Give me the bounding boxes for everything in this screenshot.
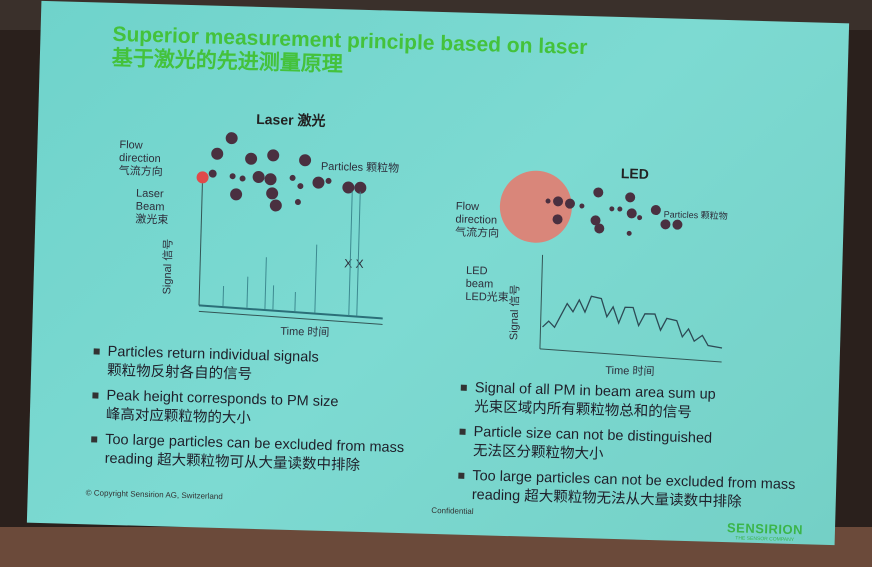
led-signal-curve xyxy=(542,295,723,349)
led-particles-label: Particles 颗粒物 xyxy=(663,209,728,222)
diagram-graphics xyxy=(196,132,723,363)
laser-signal-baseline xyxy=(198,304,383,320)
led-signal-label: Signal 信号 xyxy=(508,284,522,341)
sensirion-logo: SENSIRION THE SENSOR COMPANY xyxy=(726,520,804,544)
presentation-slide: Superior measurement principle based on … xyxy=(26,0,850,546)
left-bullet-2: Peak height corresponds to PM size 峰高对应颗粒… xyxy=(92,386,453,434)
led-time-label: Time 时间 xyxy=(605,364,655,379)
right-bullet-list: Signal of all PM in beam area sum up 光束区域… xyxy=(458,379,831,515)
laser-particles xyxy=(196,132,367,212)
right-bullet-2: Particle size can not be distinguished 无法… xyxy=(459,423,830,471)
laser-beam-spot xyxy=(196,171,209,184)
led-flow-label: Flow direction 气流方向 xyxy=(454,200,500,240)
led-heading: LED xyxy=(620,165,650,182)
led-beam-area xyxy=(499,170,572,243)
left-bullet-list: Particles return individual signals 颗粒物反射… xyxy=(90,342,453,478)
confidential-text: Confidential xyxy=(431,505,474,517)
led-particles xyxy=(545,187,683,236)
